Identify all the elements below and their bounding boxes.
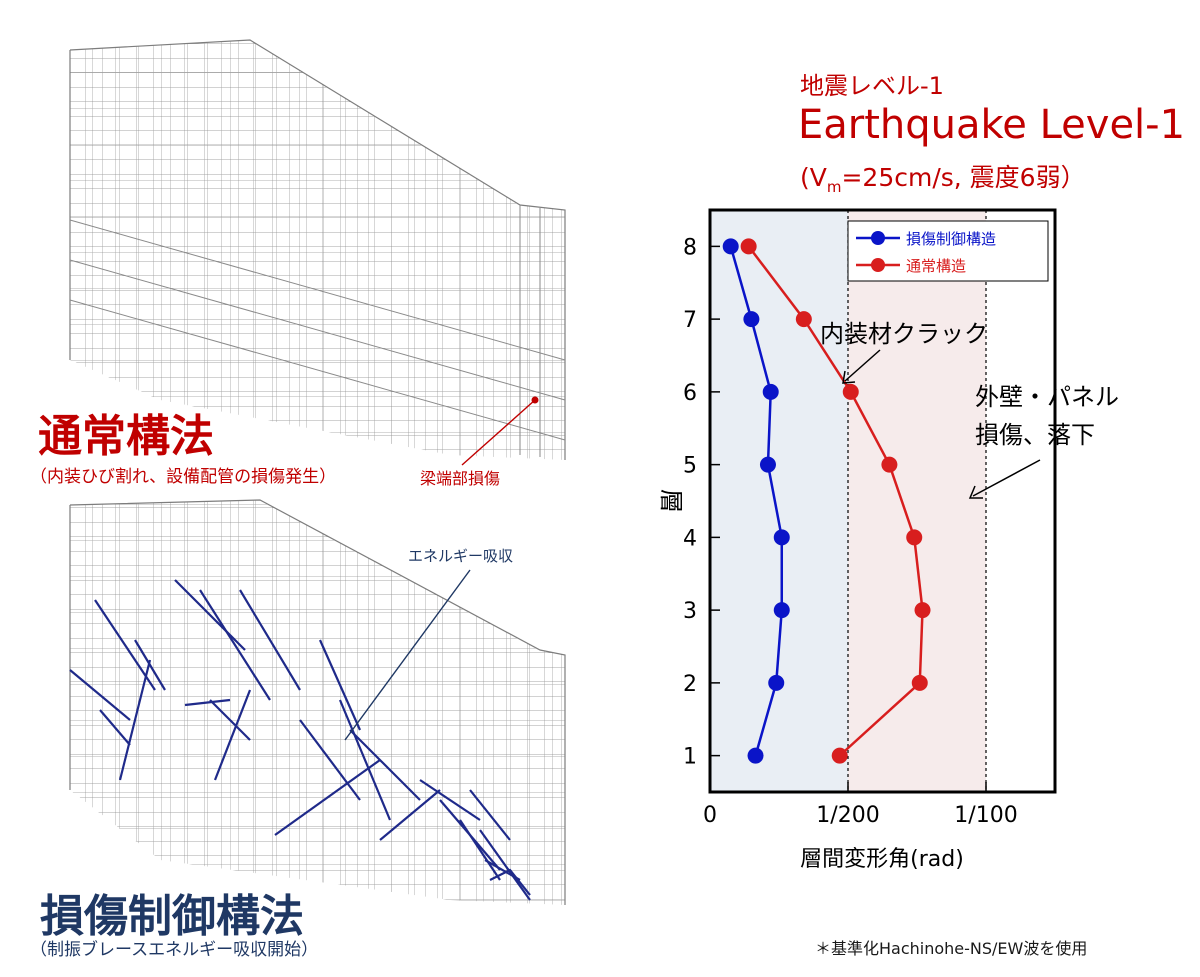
annotation-interior-crack: 内装材クラック — [820, 320, 988, 348]
y-tick-label-7: 8 — [683, 235, 697, 260]
series-0-point-2 — [773, 602, 790, 619]
annotation-exterior-line2: 損傷、落下 — [975, 421, 1095, 449]
y-tick-label-5: 6 — [683, 381, 697, 406]
series-0-point-4 — [759, 456, 776, 473]
damage-control-title: 損傷制御構法 — [40, 891, 304, 942]
legend-marker-normal — [871, 258, 885, 272]
frame-model-normal — [69, 39, 566, 460]
band-0 — [710, 210, 848, 792]
normal-subtitle: （内装ひび割れ、設備配管の損傷発生） — [30, 467, 337, 487]
energy-absorption-callout: エネルギー吸収 — [408, 547, 514, 565]
series-line-0 — [729, 246, 784, 756]
y-tick-label-4: 5 — [683, 454, 697, 479]
x-tick-label-0: 0 — [703, 803, 717, 828]
x-tick-label-2: 1/100 — [954, 803, 1017, 828]
legend: 損傷制御構造 通常構造 — [847, 220, 1049, 282]
annotation-arrows — [842, 349, 1041, 499]
series-1-point-4 — [881, 456, 898, 473]
normal-title: 通常構法 — [38, 411, 214, 462]
series-1-point-0 — [831, 747, 848, 764]
annotation-exterior-line1: 外壁・パネル — [975, 383, 1119, 411]
series-0-point-1 — [768, 674, 785, 691]
series-1-point-5 — [842, 383, 859, 400]
header-level-jp: 地震レベル-1 — [800, 72, 944, 100]
band-1 — [848, 210, 986, 792]
series-1-point-2 — [914, 602, 931, 619]
y-tick-label-0: 1 — [683, 745, 697, 770]
damage-control-subtitle: （制振ブレースエネルギー吸収開始） — [30, 940, 319, 960]
header-level-en: Earthquake Level-1 — [798, 102, 1186, 148]
x-axis-label: 層間変形角(rad) — [800, 847, 964, 872]
y-tick-label-3: 4 — [683, 526, 697, 551]
header-conditions: (Vm=25cm/s, 震度6弱） — [800, 163, 1086, 196]
y-tick-label-2: 3 — [683, 599, 697, 624]
legend-label-damage-control: 損傷制御構造 — [906, 230, 996, 248]
callout-leaders — [344, 396, 539, 741]
series-1-point-7 — [740, 238, 757, 255]
series-0-point-5 — [762, 383, 779, 400]
y-tick-label-1: 2 — [683, 672, 697, 697]
series-0-point-7 — [722, 238, 739, 255]
series-line-1 — [747, 245, 924, 757]
series-1-point-3 — [906, 529, 923, 546]
series-1-point-6 — [795, 311, 812, 328]
beam-end-damage-callout: 梁端部損傷 — [420, 469, 501, 488]
series-0-point-6 — [743, 311, 760, 328]
series-0-point-0 — [747, 747, 764, 764]
x-tick-label-1: 1/200 — [816, 803, 879, 828]
plot-frame — [708, 208, 1057, 794]
footnote: ＊基準化Hachinohe-NS/EW波を使用 — [815, 939, 1088, 958]
legend-label-normal: 通常構造 — [906, 257, 966, 275]
series-0-point-3 — [773, 529, 790, 546]
series-1-point-1 — [911, 674, 928, 691]
legend-marker-damage-control — [871, 231, 885, 245]
y-axis-label: 層 — [657, 489, 685, 513]
frame-model-damage-control — [69, 499, 566, 905]
y-tick-label-6: 7 — [683, 308, 697, 333]
